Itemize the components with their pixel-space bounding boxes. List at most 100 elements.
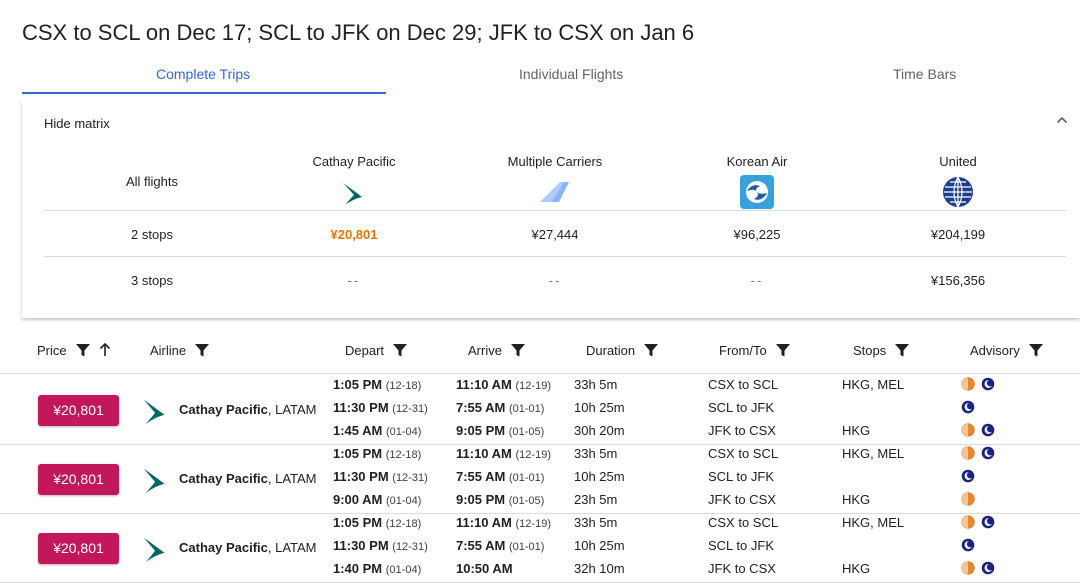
hide-matrix-toggle[interactable]: Hide matrix <box>44 116 110 131</box>
cathay-pacific-logo-icon <box>143 537 165 563</box>
cathay-pacific-logo-icon <box>143 468 165 494</box>
duration-value: 33h 5m <box>574 377 618 392</box>
column-label: Airline <box>150 342 187 358</box>
trip-row[interactable]: ¥20,801 Cathay Pacific, LATAM 1:05 PM (12-… <box>0 376 1080 445</box>
segment-route: SCL to JFK <box>708 538 774 561</box>
tab-complete-trips[interactable]: Complete Trips <box>156 66 251 82</box>
segment-depart: 11:30 PM (12-31) <box>333 538 428 561</box>
carrier-name: United <box>939 154 977 169</box>
filter-icon[interactable] <box>75 342 91 358</box>
segment-depart: 1:05 PM (12-18) <box>333 446 421 469</box>
depart-date: (12-31) <box>392 472 428 484</box>
moon-icon <box>981 515 995 529</box>
matrix-price-cell[interactable]: ¥204,199 <box>930 227 986 242</box>
matrix-row-label[interactable]: 3 stops <box>131 273 173 288</box>
route-value: CSX to SCL <box>708 446 779 461</box>
route-value: SCL to JFK <box>708 469 774 484</box>
moon-icon <box>981 377 995 391</box>
sunset-icon <box>961 423 975 437</box>
column-header-from-to[interactable]: From/To <box>719 342 791 358</box>
cathay-pacific-logo-icon <box>343 183 362 205</box>
segment-arrive: 9:05 PM (01-05) <box>456 492 544 515</box>
segment-duration: 33h 5m <box>574 377 617 400</box>
segment-depart: 11:30 PM (12-31) <box>333 400 428 423</box>
column-header-arrive[interactable]: Arrive <box>468 342 526 358</box>
moon-icon <box>961 538 975 552</box>
segment-stops: HKG, MEL <box>842 377 904 400</box>
matrix-price-cell[interactable]: ¥20,801 <box>330 227 378 242</box>
column-header-airline[interactable]: Airline <box>150 342 210 358</box>
united-logo-icon <box>943 176 973 208</box>
matrix-price-cell[interactable]: ¥156,356 <box>930 273 986 288</box>
depart-time: 1:40 PM <box>333 561 383 576</box>
arrive-date: (01-01) <box>509 403 545 415</box>
tab-individual-flights[interactable]: Individual Flights <box>519 66 624 82</box>
column-header-depart[interactable]: Depart <box>345 342 408 358</box>
matrix-price-cell: -- <box>347 273 361 288</box>
moon-icon <box>961 400 975 414</box>
arrive-date: (01-01) <box>509 472 545 484</box>
select-trip-price-button[interactable]: ¥20,801 <box>38 533 119 564</box>
duration-value: 10h 25m <box>574 538 625 553</box>
segment-advisory[interactable] <box>961 423 995 437</box>
matrix-carrier-cathay-pacific[interactable]: Cathay Pacific <box>254 154 454 209</box>
korean-air-logo-icon <box>740 175 774 209</box>
segment-arrive: 7:55 AM (01-01) <box>456 469 544 492</box>
segment-arrive: 11:10 AM (12-19) <box>456 446 551 469</box>
segment-route: JFK to CSX <box>708 423 776 446</box>
segment-route: CSX to SCL <box>708 377 778 400</box>
depart-time: 11:30 PM <box>333 400 389 415</box>
route-value: SCL to JFK <box>708 538 774 553</box>
arrive-time: 11:10 AM <box>456 446 512 461</box>
segment-advisory[interactable] <box>961 400 975 414</box>
primary-airline: Cathay Pacific <box>179 402 268 417</box>
segment-advisory[interactable] <box>961 515 995 529</box>
moon-icon <box>981 446 995 460</box>
chevron-up-icon[interactable] <box>1054 112 1070 128</box>
select-trip-price-button[interactable]: ¥20,801 <box>38 464 119 495</box>
filter-icon[interactable] <box>194 342 210 358</box>
route-value: JFK to CSX <box>708 492 776 507</box>
depart-date: (01-04) <box>385 564 422 576</box>
segment-advisory[interactable] <box>961 561 995 575</box>
arrive-date: (12-19) <box>515 518 551 530</box>
filter-icon[interactable] <box>392 342 408 358</box>
column-header-stops[interactable]: Stops <box>853 342 910 358</box>
depart-date: (01-04) <box>386 495 422 507</box>
column-header-advisory[interactable]: Advisory <box>970 342 1044 358</box>
segment-advisory[interactable] <box>961 492 975 506</box>
segment-advisory[interactable] <box>961 538 975 552</box>
active-tab-indicator <box>22 92 386 94</box>
column-header-duration[interactable]: Duration <box>586 342 659 358</box>
route-value: SCL to JFK <box>708 400 774 415</box>
matrix-carrier-united[interactable]: United <box>858 154 1058 209</box>
segment-duration: 23h 5m <box>574 492 617 515</box>
select-trip-price-button[interactable]: ¥20,801 <box>38 395 119 426</box>
matrix-price-cell[interactable]: ¥27,444 <box>531 227 579 242</box>
matrix-price-cell[interactable]: ¥96,225 <box>733 227 781 242</box>
duration-value: 32h 10m <box>574 561 625 576</box>
sort-ascending-icon[interactable] <box>99 343 111 357</box>
segment-arrive: 9:05 PM (01-05) <box>456 423 544 446</box>
filter-icon[interactable] <box>1028 342 1044 358</box>
trip-row[interactable]: ¥20,801 Cathay Pacific, LATAM 1:05 PM (12-… <box>0 514 1080 583</box>
cathay-pacific-logo-icon <box>143 399 165 425</box>
carrier-matrix: Hide matrix All flights Cathay Pacific M… <box>22 98 1080 318</box>
depart-time: 1:05 PM <box>333 446 383 461</box>
tab-time-bars[interactable]: Time Bars <box>893 66 957 82</box>
column-header-price[interactable]: Price <box>37 342 111 358</box>
matrix-carrier-korean-air[interactable]: Korean Air <box>657 154 857 209</box>
segment-advisory[interactable] <box>961 469 975 483</box>
matrix-divider <box>44 210 1066 211</box>
filter-icon[interactable] <box>643 342 659 358</box>
column-label: From/To <box>719 342 767 358</box>
filter-icon[interactable] <box>775 342 791 358</box>
arrive-date: (12-19) <box>515 380 551 392</box>
filter-icon[interactable] <box>510 342 526 358</box>
matrix-carrier-multiple[interactable]: Multiple Carriers <box>455 154 655 209</box>
trip-row[interactable]: ¥20,801 Cathay Pacific, LATAM 1:05 PM (12-… <box>0 445 1080 514</box>
matrix-row-label[interactable]: 2 stops <box>131 227 173 242</box>
filter-icon[interactable] <box>894 342 910 358</box>
segment-advisory[interactable] <box>961 446 995 460</box>
segment-advisory[interactable] <box>961 377 995 391</box>
